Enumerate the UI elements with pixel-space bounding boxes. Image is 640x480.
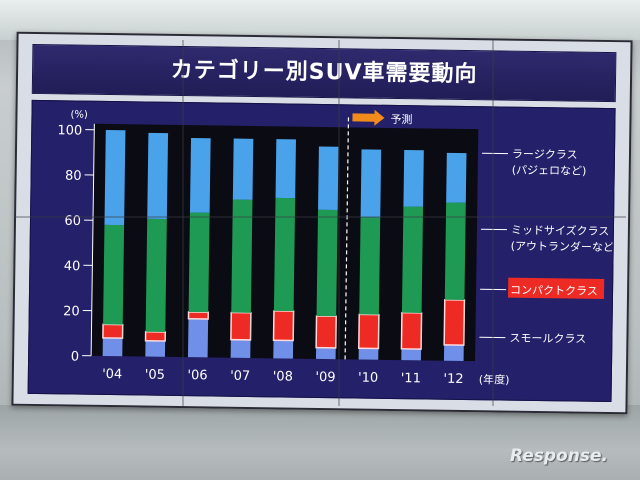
bar-segment (102, 323, 124, 339)
bar-segment (103, 224, 125, 325)
bar-segment (359, 217, 381, 315)
x-tick-label: '07 (230, 369, 250, 384)
chart-title: カテゴリー別SUV車需要動向 (170, 57, 478, 88)
legend-label: コンパクトクラス (510, 284, 598, 298)
bar-segment (145, 340, 166, 357)
floor (0, 405, 640, 480)
x-tick-label: '06 (187, 368, 207, 383)
y-tick-label: 40 (64, 259, 81, 274)
display-seam-horizontal (14, 216, 626, 218)
x-tick-label: '08 (273, 369, 293, 384)
y-tick-label: 60 (64, 214, 81, 229)
bar-segment (400, 311, 423, 350)
bar-segment (102, 337, 123, 357)
x-tick-label: '12 (443, 372, 463, 387)
bar-segment (443, 344, 464, 361)
bar-segment (401, 206, 424, 313)
chart-panel: (%) 0 20 40 60 80 100 '04 '05 '06 '07 '08 '09 '10 '11 '… (27, 99, 616, 403)
bar-segment (272, 310, 295, 342)
bar-segment (358, 313, 380, 350)
bar-segment (188, 212, 210, 313)
bar-segment (189, 137, 211, 213)
legend-label: (パジェロなど) (512, 164, 587, 178)
x-tick-label: '11 (401, 371, 421, 386)
legend-highlight-box (507, 277, 605, 299)
y-axis (90, 123, 95, 356)
bar-segment (275, 139, 296, 199)
bar-segment (446, 152, 467, 203)
y-tick-label: 100 (57, 123, 82, 138)
bar-segment (232, 138, 254, 200)
bar-segment (144, 330, 167, 342)
watermark-text: Response. (510, 446, 608, 466)
bar-segment (401, 348, 422, 361)
x-tick-label: '10 (358, 371, 378, 386)
bar-segment (231, 199, 253, 313)
legend-label: ラージクラス (512, 148, 578, 162)
bar-segment (187, 318, 209, 358)
forecast-divider (344, 117, 350, 360)
bar-segment (318, 146, 339, 211)
title-bar: カテゴリー別SUV車需要動向 (31, 43, 617, 103)
bar-segment (187, 311, 209, 320)
bar-segment (104, 129, 126, 226)
bar-segment (443, 298, 466, 346)
bar-segment (360, 149, 382, 218)
bar-segment (358, 348, 379, 360)
bar-segment (273, 197, 296, 312)
x-unit-label: (年度) (479, 372, 510, 386)
forecast-arrow-icon (352, 109, 385, 126)
bar-segment (273, 340, 294, 359)
legend-label: スモールクラス (509, 332, 586, 346)
bar-segment (230, 339, 251, 359)
y-tick-label: 20 (63, 304, 80, 319)
display-seam-vertical (492, 40, 494, 406)
bar-segment (230, 311, 252, 341)
y-unit-label: (%) (70, 109, 88, 120)
bar-segment (315, 315, 337, 349)
x-tick-label: '05 (145, 368, 165, 383)
forecast-label: 予測 (390, 112, 412, 126)
legend-label: (アウトランダーなど) (511, 239, 615, 255)
stacked-bar-chart: (%) 0 20 40 60 80 100 '04 '05 '06 '07 '08 '09 '10 '11 '… (57, 109, 615, 387)
bar-segment (444, 202, 466, 300)
x-tick-label: '04 (102, 367, 122, 382)
x-tick-label: '09 (315, 370, 335, 385)
bar-segment (147, 132, 169, 219)
display-seam-vertical (338, 40, 340, 406)
bar-segment (403, 149, 424, 207)
y-tick-label: 80 (65, 169, 82, 184)
display-seam-vertical (182, 40, 184, 406)
watermark: Response. (510, 446, 608, 466)
bar-segment (145, 218, 167, 332)
bar-segment (316, 209, 338, 317)
legend-label: ミッドサイズクラス (511, 223, 610, 238)
bar-segment (315, 347, 336, 360)
presentation-screen: カテゴリー別SUV車需要動向 (%) 0 20 40 60 80 100 '04 '05 '06 '… (11, 31, 633, 415)
y-tick-label: 0 (71, 350, 79, 365)
